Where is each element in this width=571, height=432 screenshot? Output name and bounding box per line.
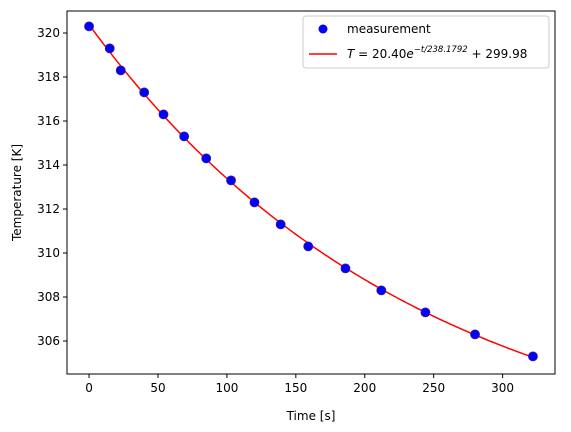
measurement-point (84, 21, 94, 32)
legend-box (302, 15, 550, 69)
x-tick-label: 100 (215, 381, 238, 395)
x-tick-label: 150 (284, 381, 307, 395)
measurement-point (340, 263, 351, 274)
fit-offset: + 299.98 (468, 47, 528, 61)
measurement-point (528, 351, 538, 362)
x-tick-label: 200 (353, 381, 376, 395)
x-tick-label: 300 (491, 381, 514, 395)
fit-e: e (406, 47, 413, 61)
fit-lhs: T (347, 47, 356, 61)
measurement-point (249, 197, 260, 208)
measurement-point (179, 131, 190, 142)
measurement-point (115, 65, 126, 76)
measurement-point (201, 153, 212, 164)
x-tick-label: 50 (150, 381, 165, 395)
legend-label-fit: T = 20.40e−t/238.1792 + 299.98 (347, 45, 527, 61)
legend-marker-measurement (318, 24, 328, 34)
x-axis-ticks: 0 50 100 150 200 250 300 (85, 374, 514, 395)
legend-label-measurement: measurement (347, 22, 431, 36)
measurement-point (226, 175, 236, 186)
fit-coefficient: = 20.40 (354, 47, 406, 61)
measurement-point (470, 329, 480, 340)
y-tick-label: 310 (37, 246, 60, 260)
points-layer (84, 21, 538, 362)
y-tick-label: 314 (37, 158, 60, 172)
measurement-point (420, 307, 431, 318)
measurement-point (104, 43, 115, 54)
y-tick-label: 306 (37, 334, 60, 348)
y-tick-label: 318 (37, 70, 60, 84)
x-tick-label: 250 (422, 381, 445, 395)
x-tick-label: 0 (85, 381, 93, 395)
legend: measurement T = 20.40e−t/238.1792 + 299.… (302, 15, 550, 69)
y-tick-label: 320 (37, 26, 60, 40)
measurement-point (158, 109, 169, 120)
plot-area (67, 11, 555, 374)
y-tick-label: 312 (37, 202, 60, 216)
y-axis-ticks: 306 308 310 312 314 316 318 320 (37, 26, 67, 348)
fit-exponent: −t/238.1792 (414, 45, 468, 55)
measurement-point (275, 219, 286, 230)
y-axis-label: Temperature [K] (10, 144, 24, 242)
y-tick-label: 316 (37, 114, 60, 128)
measurement-point (303, 241, 314, 252)
measurement-point (376, 285, 387, 296)
y-tick-label: 308 (37, 290, 60, 304)
x-axis-label: Time [s] (286, 409, 336, 423)
measurement-point (139, 87, 150, 98)
plot-frame (66, 10, 556, 375)
